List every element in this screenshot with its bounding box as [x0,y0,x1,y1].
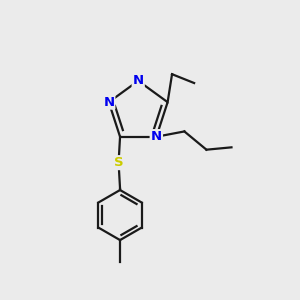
Text: N: N [151,130,162,143]
Text: N: N [151,130,162,143]
Text: N: N [103,96,114,109]
Text: S: S [114,156,123,169]
Text: N: N [133,74,144,87]
